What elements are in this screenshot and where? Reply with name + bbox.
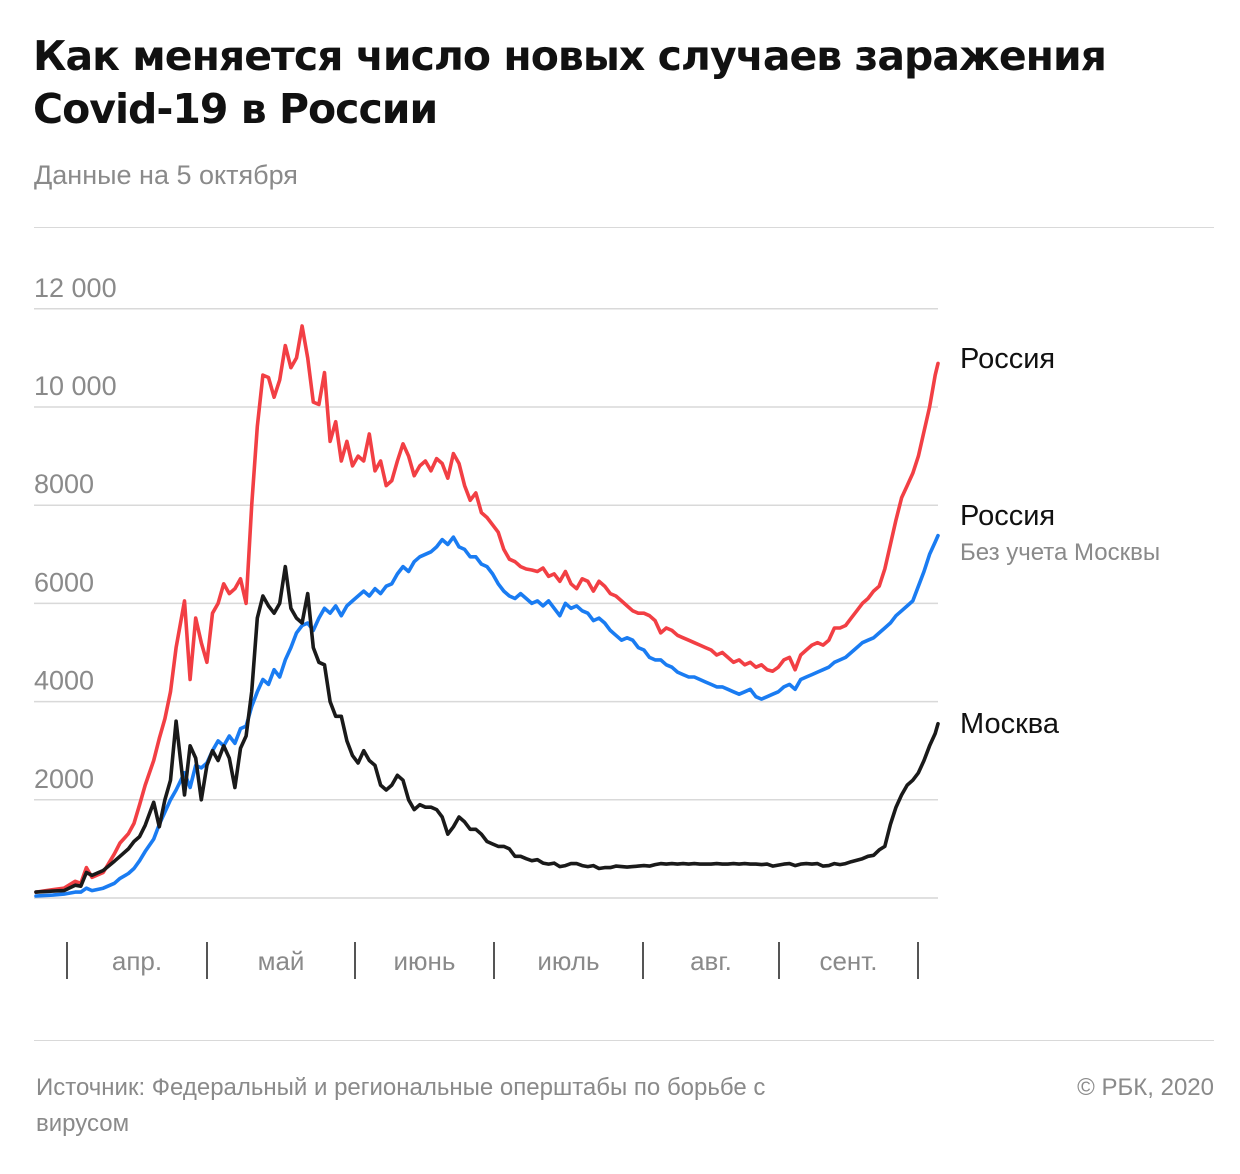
- chart-subtitle: Данные на 5 октября: [34, 160, 298, 190]
- series-end-labels: Россия Россия Без учета Москвы Москва: [960, 343, 1160, 740]
- grid-lines: [34, 308, 938, 899]
- month-label: июль: [537, 946, 599, 976]
- russia-excl-moscow-line: [34, 533, 940, 898]
- month-label: сент.: [819, 946, 877, 976]
- top-divider: [34, 227, 1214, 228]
- y-tick-label: 6000: [34, 567, 94, 597]
- x-axis-months: апр. май июнь июль авг. сент.: [66, 942, 919, 979]
- y-axis-labels: 2000 4000 6000 8000 10 000 12 000: [34, 273, 117, 794]
- series-lines: [34, 324, 940, 898]
- chart-title: Как меняется число новых случаев заражен…: [33, 32, 1107, 133]
- source-note: Источник: Федеральный и региональные опе…: [36, 1074, 766, 1137]
- y-tick-label: 10 000: [34, 371, 117, 401]
- month-label: апр.: [112, 946, 162, 976]
- russia-line: [34, 324, 940, 894]
- month-label: июнь: [394, 946, 456, 976]
- y-tick-label: 2000: [34, 764, 94, 794]
- series-sublabel: Без учета Москвы: [960, 539, 1160, 566]
- series-label: Россия: [960, 500, 1055, 532]
- y-tick-label: 12 000: [34, 273, 117, 303]
- moscow-line: [34, 564, 940, 894]
- month-label: май: [258, 946, 305, 976]
- copyright: © РБК, 2020: [1077, 1074, 1214, 1101]
- y-tick-label: 4000: [34, 666, 94, 696]
- month-label: авг.: [690, 946, 732, 976]
- y-tick-label: 8000: [34, 469, 94, 499]
- series-label: Москва: [960, 708, 1060, 740]
- series-label: Россия: [960, 343, 1055, 375]
- bottom-divider: [34, 1040, 1214, 1041]
